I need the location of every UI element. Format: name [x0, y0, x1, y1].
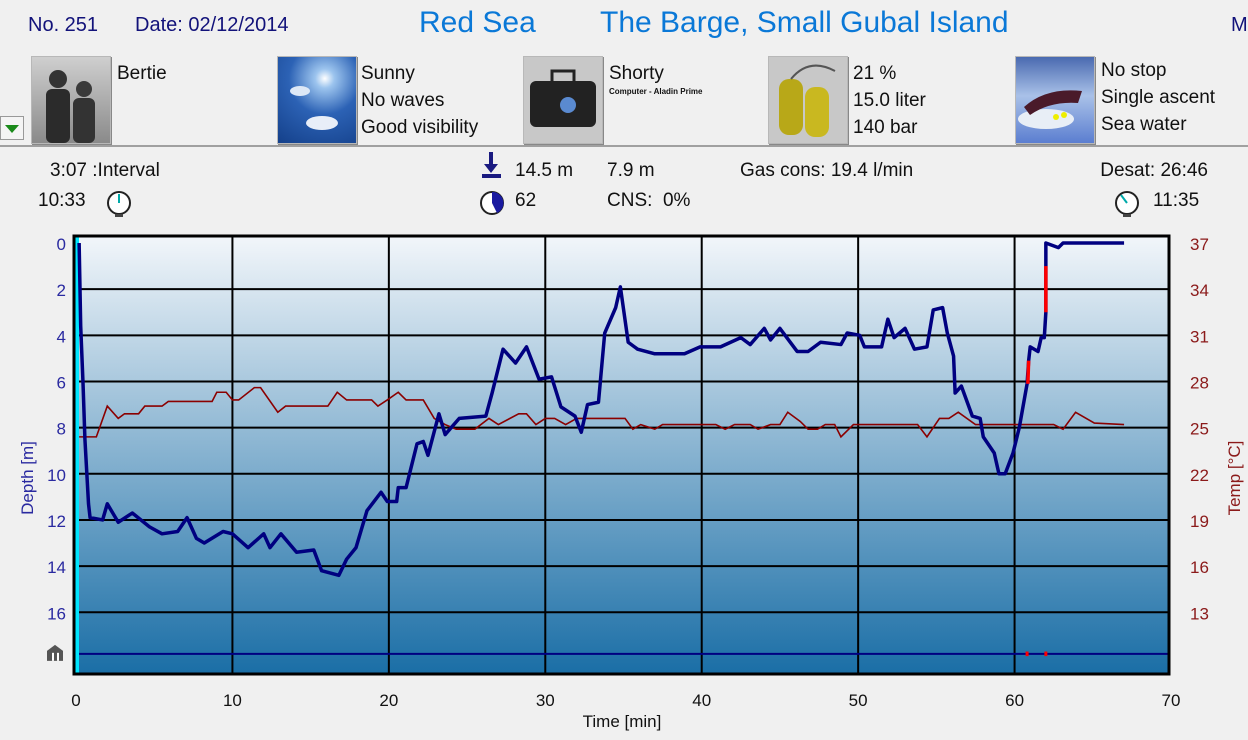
divider: [0, 145, 1248, 147]
dive-site: The Barge, Small Gubal Island: [600, 6, 1009, 39]
temperature-line: [79, 386, 1125, 439]
dive-number: No. 251: [28, 14, 99, 36]
temp-tick-label: 28: [1190, 373, 1209, 392]
equipment-image[interactable]: [523, 56, 603, 144]
dive-computer: Computer - Aladin Prime: [609, 87, 703, 96]
deco-type: No stop: [1101, 60, 1167, 81]
cns: CNS: 0%: [607, 190, 691, 211]
duration-pie-icon: [480, 191, 504, 215]
divers-photo-icon: [46, 70, 95, 143]
max-depth-arrow-icon: [482, 152, 501, 178]
entry-time: 10:33: [38, 190, 86, 211]
x-tick-label: 70: [1162, 691, 1181, 710]
dive-bag-photo-icon: [530, 69, 596, 127]
depth-tick-label: 0: [57, 235, 66, 254]
expand-dropdown-button[interactable]: [0, 116, 24, 140]
clock-icon: [1115, 191, 1139, 217]
ascent-warning-segment: [1026, 360, 1031, 384]
tank-pressure: 140 bar: [853, 117, 918, 138]
temp-axis-label: Temp [°C]: [1225, 441, 1244, 516]
visibility: Good visibility: [361, 117, 479, 138]
weather: Sunny: [361, 63, 415, 84]
dive-start-marker: [75, 236, 79, 674]
clock-icon: [107, 191, 131, 217]
depth-tick-label: 4: [57, 327, 66, 346]
depth-tick-label: 10: [47, 466, 66, 485]
depth-tick-label: 16: [47, 604, 66, 623]
dive-type-image[interactable]: [1015, 56, 1095, 144]
x-tick-label: 50: [849, 691, 868, 710]
water-type: Sea water: [1101, 114, 1187, 135]
x-tick-label: 40: [692, 691, 711, 710]
suit: Shorty: [609, 63, 664, 84]
tanks-photo-icon: [779, 64, 836, 137]
gas-consumption: Gas cons: 19.4 l/min: [740, 160, 914, 181]
temp-tick-label: 22: [1190, 466, 1209, 485]
buddy-name: Bertie: [117, 63, 167, 84]
depth-tick-label: 6: [57, 373, 66, 392]
surface-interval: 3:07 :Interval: [50, 160, 160, 181]
waves: No waves: [361, 90, 445, 111]
equipment-info: Shorty Computer - Aladin Prime: [609, 60, 764, 97]
ascent-type: Single ascent: [1101, 87, 1216, 108]
plot-frame: [72, 234, 1171, 676]
buddy-image[interactable]: [31, 56, 111, 144]
temp-tick-label: 19: [1190, 512, 1209, 531]
conditions-info: Sunny No waves Good visibility: [361, 60, 478, 141]
buddy-info: Bertie: [117, 60, 167, 87]
diver-photo-icon: [1018, 90, 1082, 129]
x-tick-label: 20: [379, 691, 398, 710]
temp-tick-label: 37: [1190, 235, 1209, 254]
gas-image[interactable]: [768, 56, 848, 144]
x-axis-label: Time [min]: [583, 712, 662, 731]
dive-date: Date: 02/12/2014: [135, 14, 289, 36]
sky-photo-icon: [290, 86, 338, 130]
temp-tick-label: 16: [1190, 558, 1209, 577]
truncated-header-text: M: [1231, 14, 1248, 36]
depth-tick-label: 2: [57, 281, 66, 300]
avg-depth: 7.9 m: [607, 160, 655, 181]
desaturation-time: Desat: 26:46: [1100, 160, 1208, 181]
temp-tick-label: 31: [1190, 327, 1209, 346]
depth-tick-label: 12: [47, 512, 66, 531]
dive-duration: 62: [515, 190, 537, 211]
dive-type-info: No stop Single ascent Sea water: [1101, 57, 1215, 138]
depth-axis-label: Depth [m]: [18, 441, 37, 515]
conditions-image[interactable]: [277, 56, 357, 144]
dive-region: Red Sea: [419, 6, 536, 39]
exit-time: 11:35: [1153, 190, 1200, 211]
x-tick-label: 30: [536, 691, 555, 710]
depth-tick-label: 14: [47, 558, 66, 577]
triangle-down-icon: [5, 125, 19, 133]
temp-tick-label: 34: [1190, 281, 1209, 300]
home-icon: [47, 644, 63, 661]
tank-volume: 15.0 liter: [853, 90, 926, 111]
gas-info: 21 % 15.0 liter 140 bar: [853, 60, 926, 141]
max-depth: 14.5 m: [515, 160, 574, 181]
x-tick-label: 60: [1005, 691, 1024, 710]
depth-tick-label: 8: [57, 420, 66, 439]
temp-tick-label: 13: [1190, 604, 1209, 623]
x-tick-label: 0: [71, 691, 80, 710]
depth-profile-line: [77, 241, 1125, 578]
x-tick-label: 10: [223, 691, 242, 710]
oxygen-percent: 21 %: [853, 63, 897, 84]
temp-tick-label: 25: [1190, 420, 1209, 439]
